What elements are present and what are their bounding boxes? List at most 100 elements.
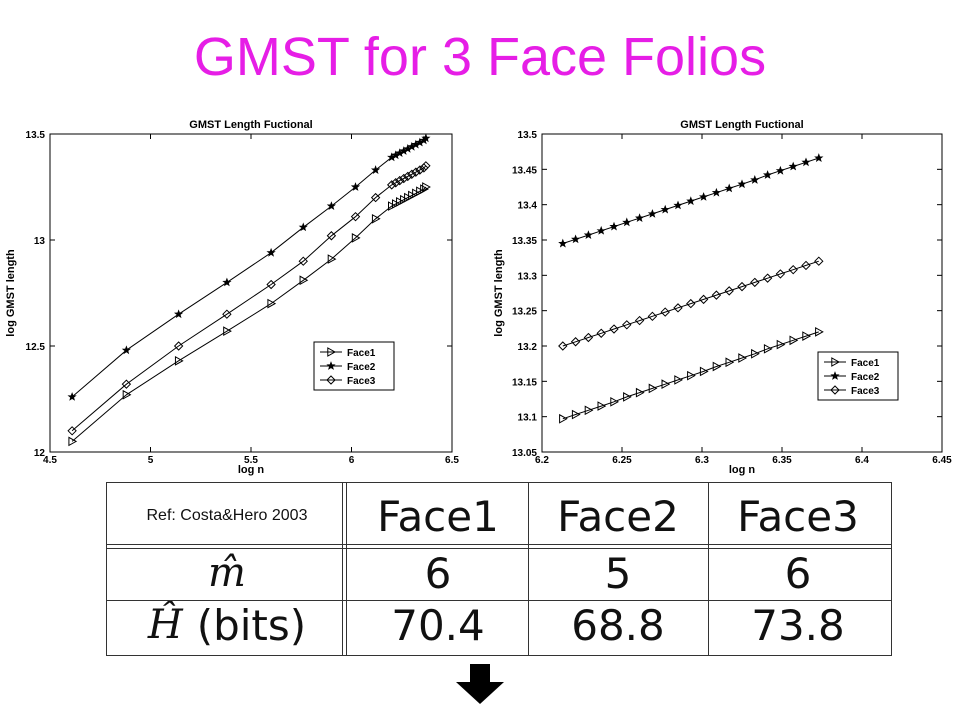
series-line-face1 bbox=[71, 186, 427, 442]
data-point-face2 bbox=[762, 170, 773, 179]
y-tick-label: 12.5 bbox=[26, 342, 46, 353]
data-point-face1 bbox=[571, 409, 581, 420]
series-line-face1 bbox=[562, 331, 819, 420]
data-point-face1 bbox=[584, 405, 594, 416]
y-tick-label: 13.5 bbox=[518, 130, 538, 141]
x-tick-label: 6.5 bbox=[445, 455, 459, 466]
legend: Face1 Face2 Face3 bbox=[313, 341, 395, 391]
data-point-face3 bbox=[686, 298, 696, 309]
data-point-face1 bbox=[223, 326, 232, 337]
data-point-face1 bbox=[789, 335, 799, 346]
data-point-face2 bbox=[801, 157, 811, 167]
chart-title: GMST Length Fuctional bbox=[680, 119, 803, 131]
data-point-face2 bbox=[558, 238, 568, 248]
x-tick-label: 6.4 bbox=[855, 455, 869, 466]
data-point-face3 bbox=[407, 169, 417, 179]
data-point-face2 bbox=[121, 345, 132, 355]
data-point-face3 bbox=[421, 161, 431, 171]
legend-marker bbox=[327, 347, 337, 357]
data-point-face1 bbox=[597, 401, 607, 411]
data-point-face3 bbox=[419, 163, 429, 173]
y-tick-label: 13.1 bbox=[518, 413, 538, 424]
h-hat-face2: 68.8 bbox=[571, 600, 665, 650]
data-point-face3 bbox=[750, 277, 760, 288]
data-point-face3 bbox=[222, 309, 232, 319]
data-point-face1 bbox=[802, 331, 812, 341]
data-point-face1 bbox=[738, 353, 748, 363]
data-point-face2 bbox=[421, 133, 431, 143]
data-point-face3 bbox=[673, 303, 683, 313]
chart-left: GMST Length Fuctional log n log GMST lengt… bbox=[5, 119, 459, 476]
x-axis-label: log n bbox=[729, 464, 756, 476]
data-point-face2 bbox=[737, 179, 747, 189]
plot-frame bbox=[541, 133, 943, 453]
data-point-face3 bbox=[583, 332, 594, 343]
legend-marker bbox=[830, 385, 840, 395]
x-tick-label: 5 bbox=[148, 455, 154, 466]
x-tick-label: 6.2 bbox=[535, 455, 549, 466]
reference-cell: Ref: Costa&Hero 2003 bbox=[146, 507, 308, 524]
h-hat-symbol: Ĥ bbox=[147, 602, 183, 648]
x-tick-label: 6.3 bbox=[695, 455, 709, 466]
data-point-face2 bbox=[634, 213, 645, 222]
legend-label-face2: Face2 bbox=[347, 362, 376, 373]
data-point-face2 bbox=[596, 225, 606, 235]
plot-area: GMST Length Fuctional log n log GMST lengt… bbox=[5, 119, 459, 476]
data-point-face1 bbox=[68, 436, 78, 447]
data-point-face1 bbox=[174, 355, 184, 366]
data-point-face1 bbox=[687, 370, 696, 381]
data-point-face3 bbox=[350, 211, 361, 222]
table-rule-header-double bbox=[106, 548, 892, 549]
data-point-face3 bbox=[403, 171, 413, 182]
row-label-h-hat: Ĥ (bits) bbox=[114, 600, 340, 650]
data-point-face3 bbox=[173, 341, 184, 351]
legend-marker bbox=[326, 361, 336, 370]
data-point-face3 bbox=[411, 167, 421, 177]
m-hat-face1: 6 bbox=[424, 548, 452, 598]
data-point-face3 bbox=[558, 341, 568, 351]
table-rule-header bbox=[106, 544, 892, 545]
data-point-face3 bbox=[266, 279, 276, 290]
legend-label-face3: Face3 bbox=[851, 386, 880, 397]
y-tick-label: 13.45 bbox=[512, 165, 537, 176]
y-tick-label: 13.4 bbox=[518, 201, 538, 212]
y-tick-label: 13.15 bbox=[512, 377, 537, 388]
data-point-face3 bbox=[399, 173, 409, 184]
data-point-face2 bbox=[814, 153, 824, 163]
x-tick-label: 6.25 bbox=[612, 455, 632, 466]
down-arrow-icon[interactable] bbox=[456, 664, 504, 704]
data-point-face3 bbox=[121, 379, 132, 389]
data-point-face1 bbox=[623, 392, 632, 402]
data-point-face1 bbox=[635, 387, 645, 398]
y-axis-label: log GMST length bbox=[5, 249, 17, 337]
data-point-face3 bbox=[737, 281, 747, 292]
data-point-face2 bbox=[350, 182, 361, 191]
table-border-left bbox=[106, 482, 107, 656]
y-tick-label: 13.2 bbox=[518, 342, 538, 353]
data-point-face3 bbox=[711, 290, 722, 300]
data-point-face2 bbox=[266, 247, 276, 257]
column-header-face1: Face1 bbox=[377, 491, 499, 541]
table-border-bottom bbox=[106, 655, 892, 656]
data-point-face3 bbox=[386, 180, 397, 190]
data-point-face2 bbox=[788, 161, 798, 171]
y-tick-label: 13.25 bbox=[512, 307, 537, 318]
legend-marker bbox=[326, 375, 336, 385]
data-point-face1 bbox=[327, 254, 337, 264]
data-point-face1 bbox=[267, 298, 277, 309]
data-point-face3 bbox=[609, 324, 619, 334]
data-point-face3 bbox=[622, 320, 632, 330]
data-point-face1 bbox=[725, 357, 735, 368]
data-point-face3 bbox=[660, 307, 670, 317]
chart-right: GMST Length Fuctional log n log GMST lengt… bbox=[493, 119, 952, 476]
data-point-face1 bbox=[815, 327, 824, 337]
data-point-face1 bbox=[751, 348, 760, 359]
legend-label-face1: Face1 bbox=[851, 358, 880, 369]
table-rule-row bbox=[106, 600, 892, 601]
table-border-top bbox=[106, 482, 892, 483]
data-point-face3 bbox=[647, 311, 658, 322]
data-point-face3 bbox=[801, 260, 811, 271]
data-point-face1 bbox=[420, 184, 429, 194]
table-rule-label-double bbox=[346, 482, 347, 656]
data-point-face1 bbox=[371, 213, 381, 224]
